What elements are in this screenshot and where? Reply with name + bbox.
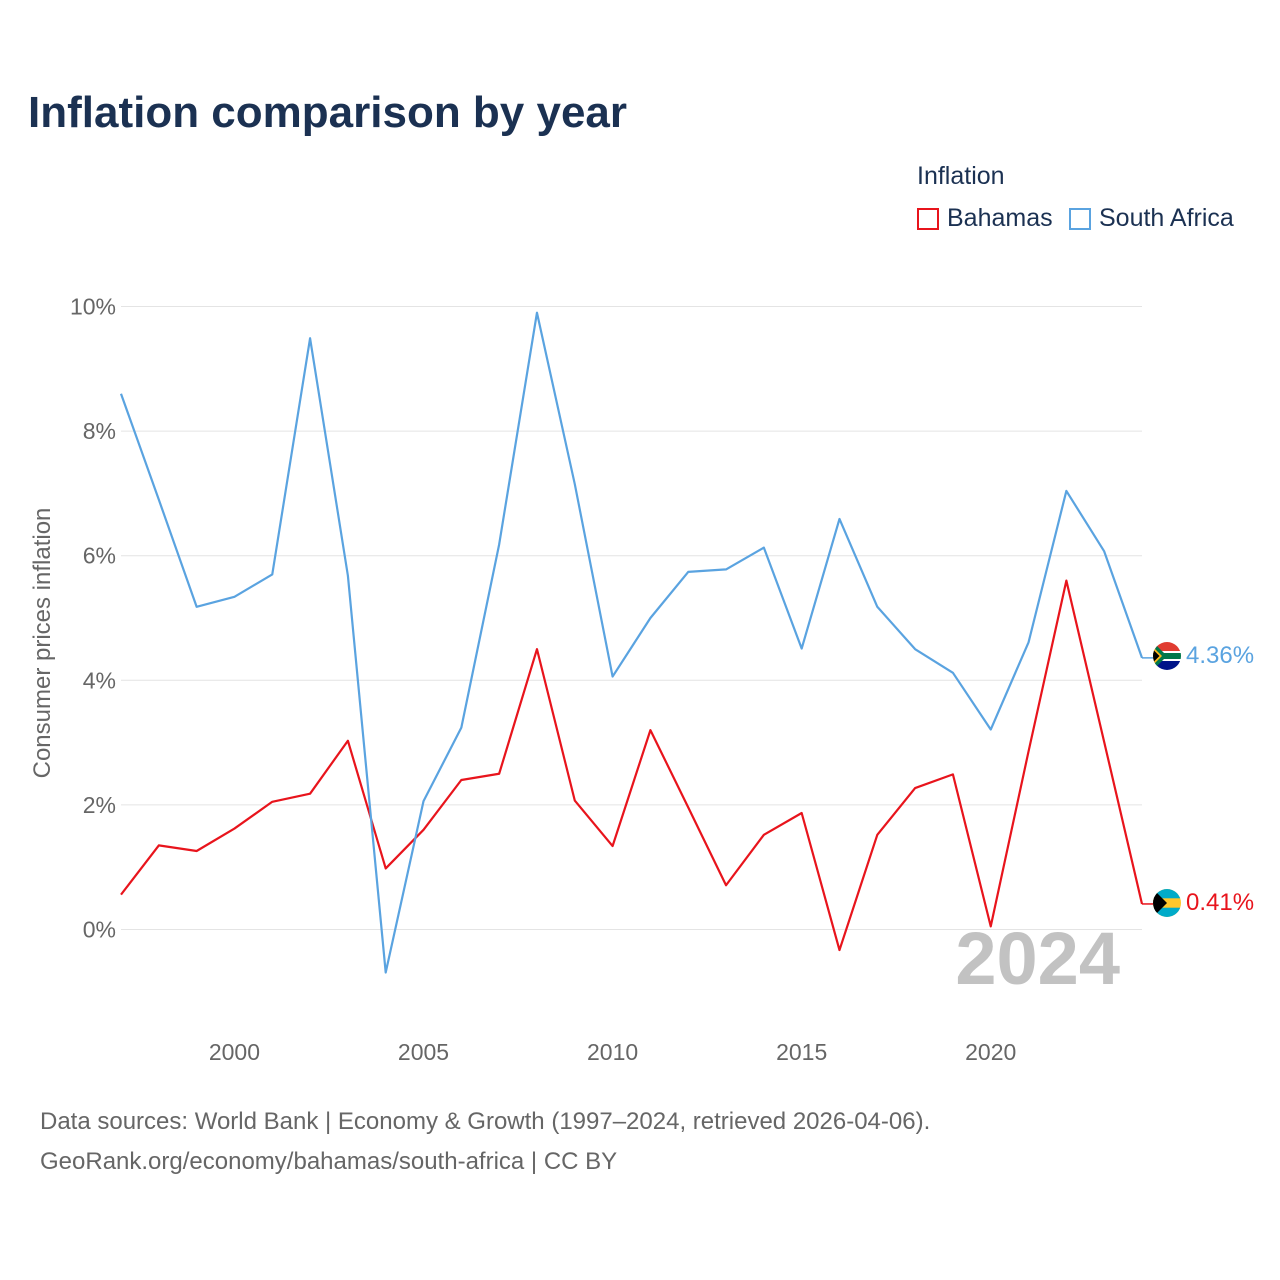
series-line-bahamas [120,579,1144,952]
legend-swatch-bahamas [917,207,939,230]
legend-label-bahamas: Bahamas [947,204,1053,232]
x-tick-labels: 2000 2005 2010 2015 2020 [209,1039,1016,1065]
south-africa-end-label: 4.36% [1186,642,1254,669]
source-line-2[interactable]: GeoRank.org/economy/bahamas/south-africa… [40,1148,618,1175]
y-tick-label-2: 2% [83,792,116,818]
y-tick-label-6: 6% [83,543,116,569]
south-africa-flag [1153,642,1181,670]
x-tick-label-2015: 2015 [776,1039,827,1065]
x-tick-label-2005: 2005 [398,1039,449,1065]
y-tick-label-10: 10% [70,294,116,320]
gridlines [121,306,1142,930]
y-tick-label-4: 4% [83,667,116,693]
legend-label-south-africa: South Africa [1099,204,1234,232]
x-tick-label-2020: 2020 [965,1039,1016,1065]
y-tick-label-8: 8% [83,418,116,444]
x-tick-label-2000: 2000 [209,1039,260,1065]
series-end-markers [1142,657,1153,905]
bahamas-end-label: 0.41% [1186,889,1254,916]
y-tick-labels: 0% 2% 4% 6% 8% 10% [70,294,116,943]
y-tick-label-0: 0% [83,917,116,943]
legend-title: Inflation [917,162,1005,190]
legend-swatch-south-africa [1069,207,1091,230]
legend-item-south-africa[interactable]: South Africa [1069,204,1234,233]
chart-title: Inflation comparison by year [28,88,628,137]
source-line-1: Data sources: World Bank | Economy & Gro… [40,1108,931,1135]
series-lines [119,311,1144,974]
x-tick-label-2010: 2010 [587,1039,638,1065]
series-line-south-africa [119,311,1144,974]
legend-item-bahamas[interactable]: Bahamas [917,204,1053,233]
y-axis-label: Consumer prices inflation [29,508,56,779]
year-watermark: 2024 [955,917,1120,1000]
bahamas-flag [1153,889,1181,917]
